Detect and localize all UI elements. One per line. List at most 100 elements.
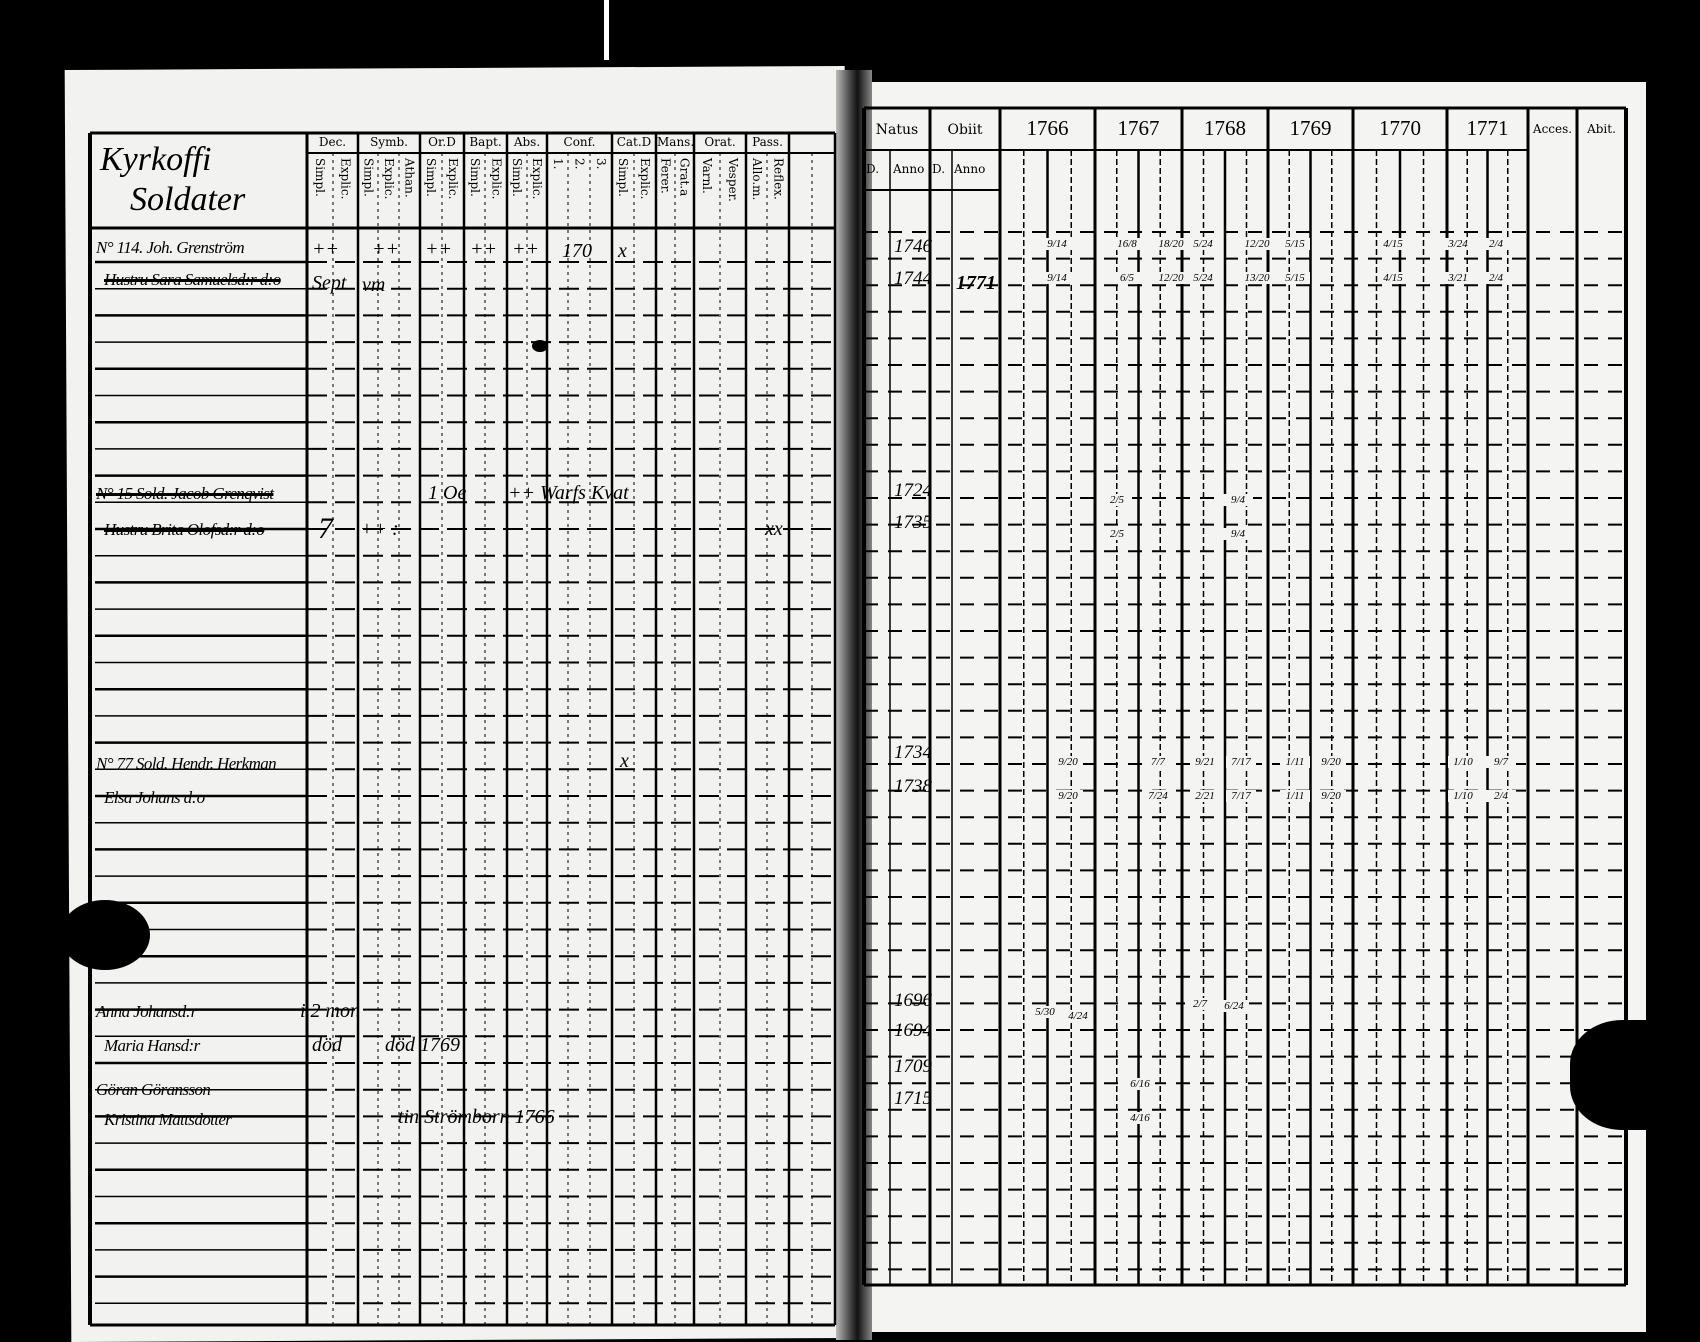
column-subheader: Vesper. bbox=[726, 158, 740, 202]
fraction-entry: 9/21 bbox=[1190, 756, 1220, 768]
page-marker bbox=[604, 0, 609, 60]
fraction-entry: 16/8 bbox=[1112, 238, 1142, 250]
entry-mark: död bbox=[312, 1034, 342, 1056]
natus-year: 1709 bbox=[894, 1056, 932, 1077]
fraction-entry: 2/21 bbox=[1190, 790, 1220, 802]
entry-mark: ++ bbox=[470, 238, 497, 260]
column-subheader: Simpl. bbox=[510, 158, 524, 197]
column-subheader: Simpl. bbox=[467, 158, 482, 197]
fraction-entry: 4/16 bbox=[1125, 1112, 1155, 1124]
column-subheader: Simpl. bbox=[361, 158, 376, 197]
column-subheader: Varnl. bbox=[700, 158, 714, 194]
entry-name: Maria Hansd:r bbox=[104, 1036, 200, 1055]
column-subheader: Explic. bbox=[446, 158, 460, 200]
column-subheader: 3. bbox=[594, 158, 609, 170]
column-subheader: Explic. bbox=[530, 158, 544, 200]
entry-name: N° 15 Sold. Jacob Grenqvist bbox=[96, 484, 274, 503]
fraction-entry: 18/20 bbox=[1156, 238, 1186, 250]
column-header: Dec. bbox=[318, 135, 347, 149]
column-subheader: Reflex. bbox=[771, 158, 786, 200]
fraction-entry: 5/15 bbox=[1280, 272, 1310, 284]
natus-year: 1746 bbox=[894, 236, 932, 257]
fraction-entry: 2/4 bbox=[1481, 272, 1511, 284]
column-subheader: Athan. bbox=[402, 158, 417, 198]
entry-mark: ++ Warfs Kvat bbox=[508, 482, 629, 504]
entry-name: Elsa Johans d:o bbox=[104, 788, 205, 807]
fraction-entry: 7/17 bbox=[1226, 790, 1256, 802]
natus-year: 1734 bbox=[894, 742, 932, 763]
column-subheader: Explic. bbox=[338, 158, 353, 200]
natus-year: 1738 bbox=[894, 776, 932, 797]
column-header: 1770 bbox=[1379, 116, 1421, 140]
fraction-entry: 6/16 bbox=[1125, 1078, 1155, 1090]
entry-name: Hustru Brita Olofsd:r d:o bbox=[104, 520, 265, 539]
column-header: Pass. bbox=[752, 135, 783, 149]
column-subheader: Grat.a bbox=[677, 158, 692, 197]
column-header: 1769 bbox=[1289, 116, 1332, 140]
fraction-entry: 6/24 bbox=[1219, 1000, 1249, 1012]
fraction-entry: 6/5 bbox=[1112, 272, 1142, 284]
column-header: Natus bbox=[875, 122, 919, 138]
entry-name: N° 77 Sold. Hendr. Herkman bbox=[96, 754, 277, 773]
column-subheader: Ferer. bbox=[658, 158, 673, 194]
fraction-entry: 4/15 bbox=[1378, 238, 1408, 250]
fraction-entry: 9/20 bbox=[1316, 790, 1346, 802]
natus-year: 1735 bbox=[894, 512, 932, 533]
fraction-entry: 13/20 bbox=[1242, 272, 1272, 284]
column-header: Symb. bbox=[370, 135, 408, 149]
entry-mark: vm bbox=[362, 274, 386, 296]
column-header: Conf. bbox=[563, 135, 596, 149]
entry-name: Hustru Sara Samuelsd:r d:o bbox=[104, 270, 281, 289]
column-subheader: Allo.m. bbox=[749, 158, 764, 201]
fraction-entry: 9/20 bbox=[1053, 790, 1083, 802]
scan-shadow bbox=[60, 900, 150, 970]
entry-mark: ++ bbox=[312, 238, 339, 260]
fraction-entry: 5/24 bbox=[1188, 238, 1218, 250]
fraction-entry: 1/10 bbox=[1448, 756, 1478, 768]
column-subheader: 1. bbox=[550, 158, 565, 170]
entry-mark: xx bbox=[765, 518, 783, 540]
column-header: 1768 bbox=[1204, 116, 1246, 140]
natus-year: 1715 bbox=[894, 1088, 932, 1109]
natus-year: 1744 bbox=[894, 268, 932, 289]
fraction-entry: 2/5 bbox=[1102, 528, 1132, 540]
fraction-entry: 9/7 bbox=[1486, 756, 1516, 768]
fraction-entry: 4/24 bbox=[1063, 1010, 1093, 1022]
natus-year: 1694 bbox=[894, 1020, 932, 1041]
title-line-2: Soldater bbox=[130, 181, 246, 218]
fraction-entry: 2/4 bbox=[1486, 790, 1516, 802]
fraction-entry: 5/15 bbox=[1280, 238, 1310, 250]
column-header: 1766 bbox=[1026, 116, 1069, 140]
entry-mark: x bbox=[618, 240, 627, 262]
entry-mark: ++ bbox=[512, 238, 539, 260]
column-header: Cat.D bbox=[616, 135, 652, 149]
obiit-year: 1771 bbox=[956, 272, 996, 294]
column-subheader: Explic. bbox=[638, 158, 652, 200]
column-header: Or.D bbox=[428, 135, 456, 149]
fraction-entry: 9/4 bbox=[1223, 494, 1253, 506]
entry-mark: Sept bbox=[312, 272, 347, 294]
column-header: Obiit bbox=[947, 122, 983, 138]
fraction-entry: 2/7 bbox=[1185, 998, 1215, 1010]
column-subheader: Simpl. bbox=[616, 158, 630, 197]
entry-mark: 170 bbox=[562, 240, 592, 262]
fraction-entry: 9/20 bbox=[1316, 756, 1346, 768]
entry-name: Kristina Mattsdotter bbox=[104, 1110, 232, 1129]
column-subheader: D. bbox=[866, 162, 880, 176]
fraction-entry: 4/15 bbox=[1378, 272, 1408, 284]
natus-year: 1724 bbox=[894, 480, 932, 501]
column-header: Acces. bbox=[1532, 122, 1573, 136]
fraction-entry: 9/14 bbox=[1042, 238, 1072, 250]
column-header: 1767 bbox=[1117, 116, 1160, 140]
entry-name: Anna Johansd:r bbox=[96, 1002, 197, 1021]
fraction-entry: 7/17 bbox=[1226, 756, 1256, 768]
fraction-entry: 3/21 bbox=[1443, 272, 1473, 284]
title-line-1: Kyrkoffi bbox=[100, 141, 212, 178]
fraction-entry: 7/7 bbox=[1143, 756, 1173, 768]
column-header: Bapt. bbox=[469, 135, 502, 149]
fraction-entry: 1/11 bbox=[1280, 790, 1310, 802]
column-subheader: Explic. bbox=[382, 158, 396, 200]
column-subheader: Explic. bbox=[489, 158, 504, 200]
fraction-entry: 5/30 bbox=[1030, 1006, 1060, 1018]
entry-mark: tin Strömborn 1766 bbox=[398, 1106, 555, 1128]
